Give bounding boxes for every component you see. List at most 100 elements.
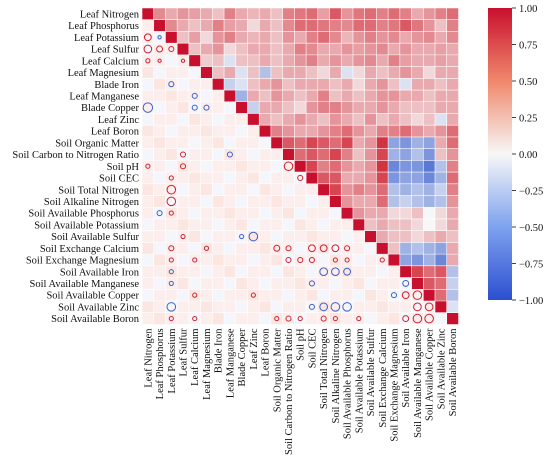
y-tick-label: Soil CEC xyxy=(99,174,139,185)
diagonal-cell xyxy=(270,136,283,149)
x-tick-label: Soil Available Sulfur xyxy=(366,328,377,416)
heatmap-cell xyxy=(259,54,272,67)
lower-cell xyxy=(259,136,272,149)
lower-cell xyxy=(306,254,319,267)
heatmap-cell xyxy=(352,148,365,161)
heatmap-cell xyxy=(364,8,377,21)
lower-cell xyxy=(282,195,295,208)
heatmap-cell xyxy=(423,54,436,67)
heatmap-cell xyxy=(329,90,342,103)
heatmap-cell xyxy=(352,125,365,138)
y-tick-label: Soil Available Boron xyxy=(51,314,140,325)
heatmap-cell xyxy=(235,90,248,103)
lower-cell xyxy=(259,183,272,196)
y-tick-label: Soil Exchange Calcium xyxy=(40,244,139,255)
heatmap-cell xyxy=(446,230,459,243)
heatmap-cell xyxy=(317,113,330,126)
lower-cell xyxy=(212,230,225,243)
lower-cell xyxy=(294,195,307,208)
heatmap-cell xyxy=(399,43,412,56)
lower-cell xyxy=(224,183,237,196)
heatmap-cell xyxy=(446,78,459,91)
lower-cell xyxy=(224,136,237,149)
lower-cell xyxy=(200,301,213,314)
lower-cell xyxy=(153,312,166,325)
lower-cell xyxy=(282,265,295,278)
lower-cell xyxy=(352,230,365,243)
lower-cell xyxy=(153,230,166,243)
heatmap-cell xyxy=(446,54,459,67)
correlation-circle xyxy=(142,102,154,113)
heatmap-cell xyxy=(399,207,412,220)
heatmap-cell xyxy=(341,31,354,44)
lower-cell xyxy=(165,101,178,114)
heatmap-cell xyxy=(282,8,295,21)
correlation-circle xyxy=(308,244,316,253)
diagonal-cell xyxy=(177,43,190,56)
heatmap-cell xyxy=(235,19,248,32)
lower-cell xyxy=(306,207,319,220)
correlation-circle xyxy=(285,315,292,322)
lower-cell xyxy=(247,148,260,161)
heatmap-cell xyxy=(423,31,436,44)
heatmap-cell xyxy=(317,66,330,79)
diagonal-cell xyxy=(153,19,166,32)
lower-cell xyxy=(306,230,319,243)
heatmap-cell xyxy=(411,8,424,21)
lower-cell xyxy=(259,230,272,243)
correlation-circle xyxy=(424,313,434,324)
lower-cell xyxy=(177,183,190,196)
heatmap-cell xyxy=(352,160,365,173)
lower-cell xyxy=(142,254,155,267)
heatmap-cell xyxy=(306,8,319,21)
lower-cell xyxy=(212,172,225,185)
correlation-circle xyxy=(168,245,175,252)
lower-cell xyxy=(188,136,201,149)
lower-cell xyxy=(200,277,213,290)
correlation-circle xyxy=(297,174,304,181)
heatmap-cell xyxy=(399,78,412,91)
correlation-circle xyxy=(319,302,329,312)
x-tick-label: Soil Exchange Magnesium xyxy=(389,328,400,441)
lower-cell xyxy=(188,148,201,161)
lower-cell xyxy=(388,289,401,302)
lower-cell xyxy=(224,195,237,208)
lower-cell xyxy=(247,172,260,185)
y-tick-label: Leaf Zinc xyxy=(98,115,139,126)
y-tick-label: Leaf Nitrogen xyxy=(80,9,140,20)
lower-cell xyxy=(165,54,178,67)
correlation-circle xyxy=(145,58,151,64)
lower-cell xyxy=(364,312,377,325)
heatmap-cell xyxy=(282,113,295,126)
x-tick-label: Soil Available Manganese xyxy=(413,328,424,438)
lower-cell xyxy=(188,242,201,255)
heatmap-cell xyxy=(270,43,283,56)
heatmap-cell xyxy=(294,43,307,56)
lower-cell xyxy=(200,218,213,231)
heatmap-cell xyxy=(364,19,377,32)
heatmap-cell xyxy=(329,113,342,126)
lower-cell xyxy=(177,301,190,314)
correlation-circle xyxy=(331,267,340,277)
heatmap-cell xyxy=(435,230,448,243)
lower-cell xyxy=(247,301,260,314)
heatmap-cell xyxy=(423,148,436,161)
heatmap-cell xyxy=(247,19,260,32)
heatmap-cell xyxy=(341,113,354,126)
heatmap-cell xyxy=(352,90,365,103)
lower-cell xyxy=(247,289,260,302)
x-tick-label: Soil Available Iron xyxy=(401,328,412,408)
lower-cell xyxy=(165,230,178,243)
heatmap-cell xyxy=(376,218,389,231)
lower-cell xyxy=(306,183,319,196)
heatmap-cell xyxy=(388,136,401,149)
heatmap-cell xyxy=(306,113,319,126)
heatmap-cell xyxy=(388,148,401,161)
heatmap-cell xyxy=(376,54,389,67)
lower-cell xyxy=(142,90,155,103)
heatmap-cell xyxy=(317,8,330,21)
x-tick-label: Leaf Manganese xyxy=(225,328,236,398)
correlation-circle xyxy=(192,257,198,263)
heatmap-cell xyxy=(423,125,436,138)
heatmap-cell xyxy=(411,265,424,278)
